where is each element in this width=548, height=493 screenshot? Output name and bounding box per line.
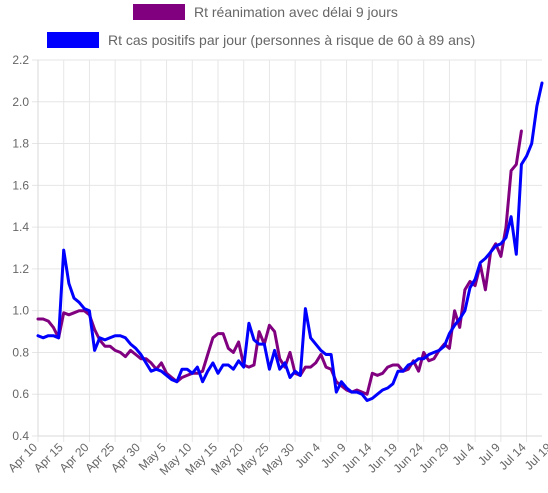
x-tick-label: Jun 29 xyxy=(416,440,452,476)
grid xyxy=(32,59,542,442)
x-tick-label: Jul 4 xyxy=(449,440,477,468)
series-line-reanimation xyxy=(36,129,523,396)
legend-swatch-cas-positifs xyxy=(47,32,99,48)
legend-item-reanimation[interactable]: Rt réanimation avec délai 9 jours xyxy=(133,4,398,20)
legend-label-reanimation: Rt réanimation avec délai 9 jours xyxy=(194,4,398,20)
legend-swatch-reanimation xyxy=(133,4,185,20)
y-tick-label: 1.2 xyxy=(12,262,29,276)
y-tick-label: 2.0 xyxy=(12,95,29,109)
y-tick-label: 1.0 xyxy=(12,304,29,318)
plot-area xyxy=(36,81,544,402)
legend[interactable]: Rt réanimation avec délai 9 jours Rt cas… xyxy=(47,4,475,48)
x-tick-label: Jun 4 xyxy=(292,440,323,471)
y-tick-label: 0.6 xyxy=(12,387,29,401)
legend-item-cas-positifs[interactable]: Rt cas positifs par jour (personnes à ri… xyxy=(47,32,475,48)
y-tick-label: 0.4 xyxy=(12,429,29,443)
y-axis: 0.4 0.6 0.8 1.0 1.2 1.4 1.6 1.8 2.0 2.2 xyxy=(12,53,39,443)
legend-label-cas-positifs: Rt cas positifs par jour (personnes à ri… xyxy=(108,32,475,48)
series-line-cas-positifs xyxy=(36,81,544,402)
x-tick-label: Jul 19 xyxy=(522,440,548,473)
y-tick-label: 1.4 xyxy=(12,220,29,234)
x-tick-label: Apr 30 xyxy=(108,440,143,475)
y-tick-label: 1.6 xyxy=(12,178,29,192)
x-tick-label: Jul 14 xyxy=(496,440,529,473)
y-tick-label: 2.2 xyxy=(12,53,29,67)
y-tick-label: 1.8 xyxy=(12,137,29,151)
y-tick-label: 0.8 xyxy=(12,345,29,359)
